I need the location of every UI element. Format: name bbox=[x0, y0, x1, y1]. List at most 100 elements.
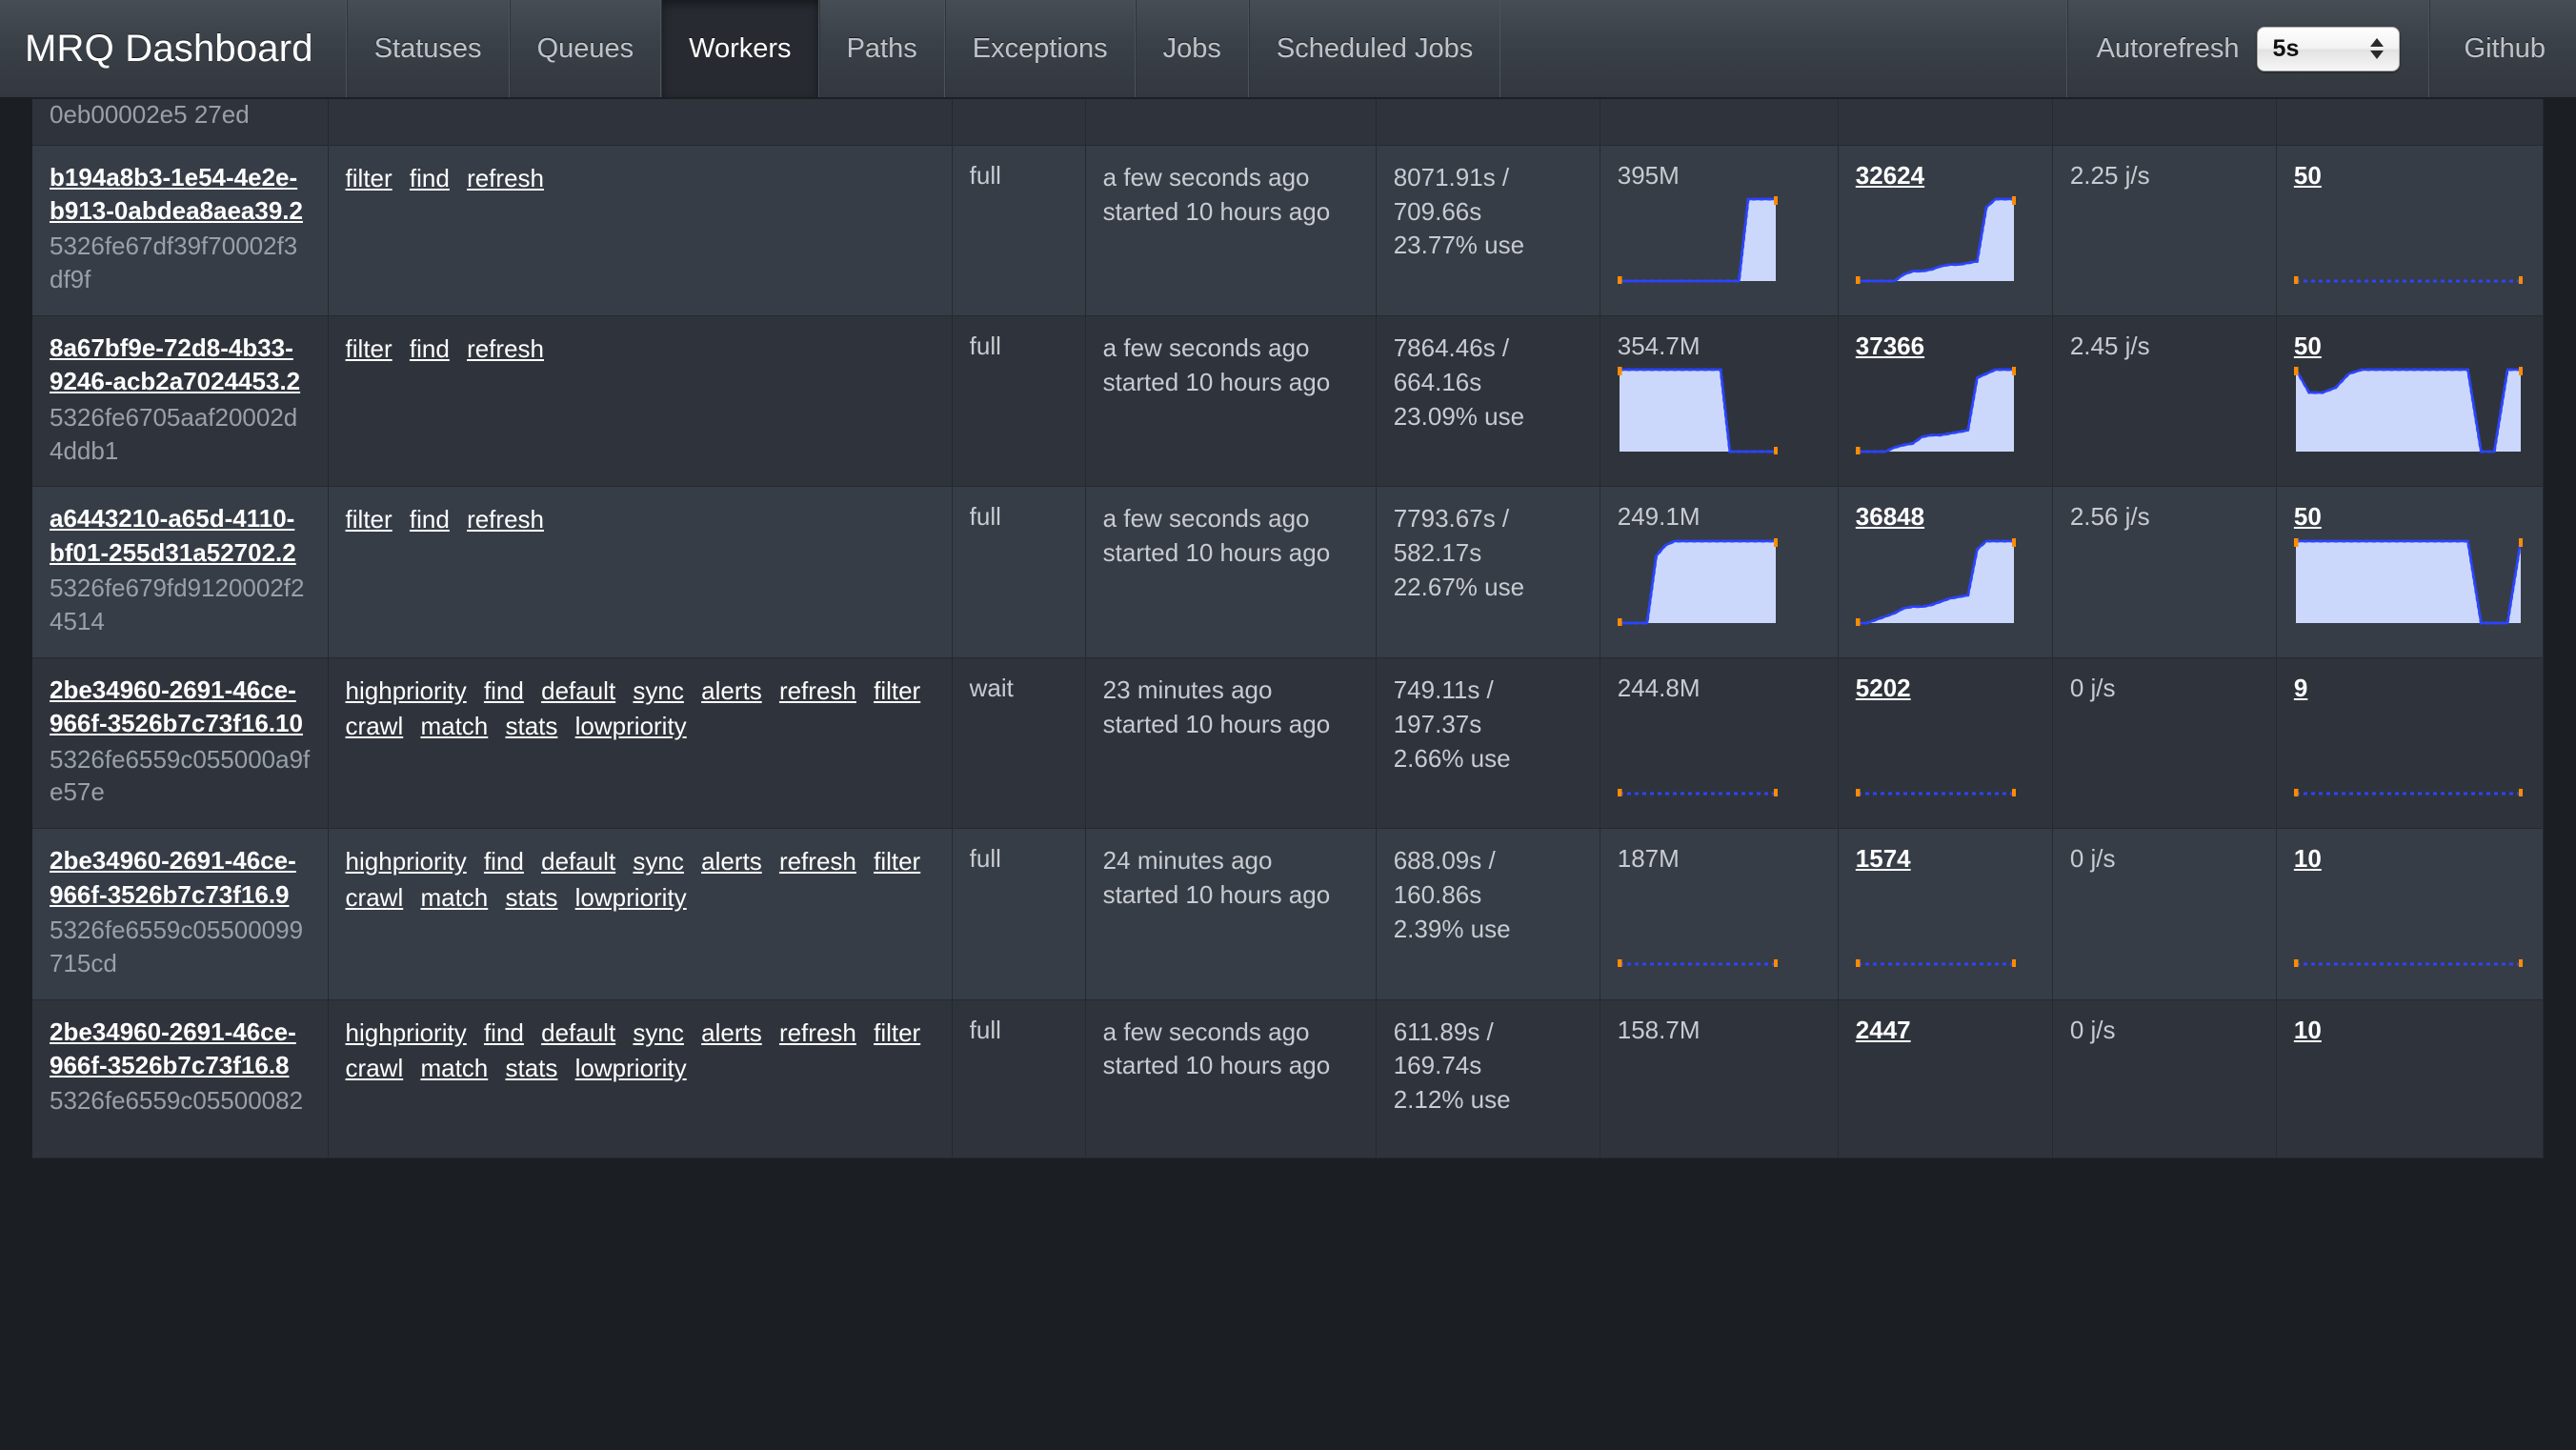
queue-link-crawl[interactable]: crawl bbox=[345, 1054, 404, 1083]
cpu-usage-text: 2.12% use bbox=[1393, 1085, 1511, 1115]
queue-link-default[interactable]: default bbox=[541, 675, 616, 705]
queue-link-highpriority[interactable]: highpriority bbox=[345, 1017, 467, 1047]
queue-link-default[interactable]: default bbox=[541, 1017, 616, 1047]
queue-link-find[interactable]: find bbox=[409, 505, 450, 534]
cpu-total-text: 688.09s / bbox=[1393, 846, 1496, 876]
last-seen-text: a few seconds ago bbox=[1102, 1017, 1310, 1046]
queue-link-filter[interactable]: filter bbox=[874, 675, 921, 705]
queue-link-crawl[interactable]: crawl bbox=[345, 712, 404, 741]
started-text: started 10 hours ago bbox=[1102, 1051, 1331, 1080]
nav-tab-workers[interactable]: Workers bbox=[661, 0, 819, 97]
queue-link-sync[interactable]: sync bbox=[633, 847, 684, 876]
jobs-count-link[interactable]: 37366 bbox=[1855, 332, 1925, 361]
queue-link-filter[interactable]: filter bbox=[345, 163, 392, 192]
pool-size-link[interactable]: 50 bbox=[2293, 332, 2322, 361]
queue-link-sync[interactable]: sync bbox=[633, 675, 684, 705]
queue-link-refresh[interactable]: refresh bbox=[778, 675, 856, 705]
queue-link-highpriority[interactable]: highpriority bbox=[345, 675, 467, 705]
worker-id-link[interactable]: 8a67bf9e-72d8-4b33-9246-acb2a7024453.2 bbox=[50, 333, 301, 396]
worker-id-link[interactable]: 2be34960-2691-46ce-966f-3526b7c73f16.9 bbox=[50, 846, 296, 909]
workers-table-body: 5326fe68621 0eb00002e5 27ed b194a8b3-1e54… bbox=[32, 99, 2545, 1158]
memory-cell: 187M bbox=[1600, 828, 1839, 1000]
nav-tab-exceptions[interactable]: Exceptions bbox=[944, 0, 1136, 97]
jobs-count-link[interactable]: 36848 bbox=[1855, 502, 1925, 532]
nav-tab-scheduled-jobs[interactable]: Scheduled Jobs bbox=[1248, 0, 1501, 97]
pool-size-link[interactable]: 50 bbox=[2293, 160, 2322, 190]
nav-tab-queues[interactable]: Queues bbox=[509, 0, 662, 97]
status-text: wait bbox=[969, 673, 1014, 702]
last-seen-text: 23 minutes ago bbox=[1102, 675, 1273, 704]
queue-link-match[interactable]: match bbox=[420, 882, 489, 912]
worker-id-link[interactable]: a6443210-a65d-4110-bf01-255d31a52702.2 bbox=[50, 504, 296, 567]
workers-table-viewport: 5326fe68621 0eb00002e5 27ed b194a8b3-1e54… bbox=[0, 99, 2576, 1450]
queue-link-find[interactable]: find bbox=[483, 1017, 524, 1047]
worker-id-cell: b194a8b3-1e54-4e2e-b913-0abdea8aea39.2 53… bbox=[32, 145, 329, 317]
queue-link-stats[interactable]: stats bbox=[505, 712, 558, 741]
rate-value: 0 j/s bbox=[2069, 844, 2116, 874]
cpu-cell: 7864.46s / 664.16s 23.09% use bbox=[1376, 315, 1600, 488]
queue-link-refresh[interactable]: refresh bbox=[778, 1017, 856, 1047]
table-row: b194a8b3-1e54-4e2e-b913-0abdea8aea39.2 53… bbox=[32, 145, 2545, 317]
jobs-count-link[interactable]: 32624 bbox=[1855, 160, 1925, 190]
navbar-left-group: MRQ Dashboard Statuses Queues Workers Pa… bbox=[0, 0, 1501, 97]
nav-tab-jobs[interactable]: Jobs bbox=[1135, 0, 1249, 97]
memory-value: 158.7M bbox=[1617, 1015, 1701, 1044]
worker-id-link[interactable]: b194a8b3-1e54-4e2e-b913-0abdea8aea39.2 bbox=[50, 162, 303, 226]
queue-link-highpriority[interactable]: highpriority bbox=[345, 847, 467, 876]
queue-link-stats[interactable]: stats bbox=[505, 1054, 558, 1083]
queue-link-find[interactable]: find bbox=[409, 334, 450, 364]
memory-cell: 249.1M bbox=[1600, 486, 1839, 658]
status-cell: wait bbox=[952, 657, 1086, 830]
queue-link-lowpriority[interactable]: lowpriority bbox=[574, 882, 687, 912]
nav-link-github[interactable]: Github bbox=[2428, 0, 2576, 97]
status-cell: full bbox=[952, 145, 1086, 317]
jobs-count-link[interactable]: 5202 bbox=[1855, 673, 1911, 702]
queue-link-find[interactable]: find bbox=[483, 847, 524, 876]
worker-id-link[interactable]: 2be34960-2691-46ce-966f-3526b7c73f16.8 bbox=[50, 1017, 296, 1079]
queue-link-sync[interactable]: sync bbox=[633, 1017, 684, 1047]
cpu-cell: 749.11s / 197.37s 2.66% use bbox=[1376, 657, 1600, 830]
queue-link-find[interactable]: find bbox=[409, 163, 450, 192]
queue-link-filter[interactable]: filter bbox=[874, 847, 921, 876]
pool-size-link[interactable]: 50 bbox=[2293, 502, 2322, 532]
jobs-count-link[interactable]: 1574 bbox=[1855, 844, 1911, 874]
started-text: started 10 hours ago bbox=[1102, 880, 1331, 910]
queues-cell: highpriority find default sync alerts re… bbox=[328, 657, 953, 830]
pool-cell: 50 bbox=[2276, 315, 2545, 488]
pool-size-link[interactable]: 9 bbox=[2293, 673, 2308, 702]
queue-link-refresh[interactable]: refresh bbox=[467, 334, 544, 364]
queue-link-stats[interactable]: stats bbox=[505, 882, 558, 912]
queue-link-alerts[interactable]: alerts bbox=[701, 1017, 762, 1047]
pool-size-link[interactable]: 10 bbox=[2293, 844, 2322, 874]
queue-link-filter[interactable]: filter bbox=[874, 1017, 921, 1047]
queue-link-find[interactable]: find bbox=[483, 675, 524, 705]
cpu-total-text: 8071.91s / bbox=[1393, 162, 1510, 191]
memory-cell: 244.8M bbox=[1600, 657, 1839, 830]
queue-link-default[interactable]: default bbox=[541, 847, 616, 876]
brand-title[interactable]: MRQ Dashboard bbox=[0, 0, 347, 97]
queue-link-lowpriority[interactable]: lowpriority bbox=[574, 712, 687, 741]
table-row-partial: 5326fe68621 0eb00002e5 27ed bbox=[32, 99, 2545, 146]
time-cell: 24 minutes ago started 10 hours ago bbox=[1085, 828, 1377, 1000]
queue-link-lowpriority[interactable]: lowpriority bbox=[574, 1054, 687, 1083]
queue-link-alerts[interactable]: alerts bbox=[701, 847, 762, 876]
pool-size-link[interactable]: 10 bbox=[2293, 1015, 2322, 1044]
nav-tab-paths[interactable]: Paths bbox=[818, 0, 945, 97]
top-navbar: MRQ Dashboard Statuses Queues Workers Pa… bbox=[0, 0, 2576, 99]
queue-link-refresh[interactable]: refresh bbox=[467, 163, 544, 192]
queue-link-match[interactable]: match bbox=[420, 712, 489, 741]
queue-link-refresh[interactable]: refresh bbox=[778, 847, 856, 876]
autorefresh-control: Autorefresh 5s bbox=[2066, 0, 2429, 97]
queue-link-alerts[interactable]: alerts bbox=[701, 675, 762, 705]
queue-link-filter[interactable]: filter bbox=[345, 334, 392, 364]
worker-id-link[interactable]: 2be34960-2691-46ce-966f-3526b7c73f16.10 bbox=[50, 675, 303, 738]
jobs-count-link[interactable]: 2447 bbox=[1855, 1015, 1911, 1044]
last-seen-text: 24 minutes ago bbox=[1102, 846, 1273, 876]
autorefresh-select[interactable]: 5s bbox=[2256, 26, 2400, 71]
queue-link-refresh[interactable]: refresh bbox=[467, 505, 544, 534]
queue-link-list: highpriority find default sync alerts re… bbox=[346, 1016, 935, 1087]
queue-link-match[interactable]: match bbox=[420, 1054, 489, 1083]
queue-link-filter[interactable]: filter bbox=[345, 505, 392, 534]
nav-tab-statuses[interactable]: Statuses bbox=[346, 0, 510, 97]
queue-link-crawl[interactable]: crawl bbox=[345, 882, 404, 912]
